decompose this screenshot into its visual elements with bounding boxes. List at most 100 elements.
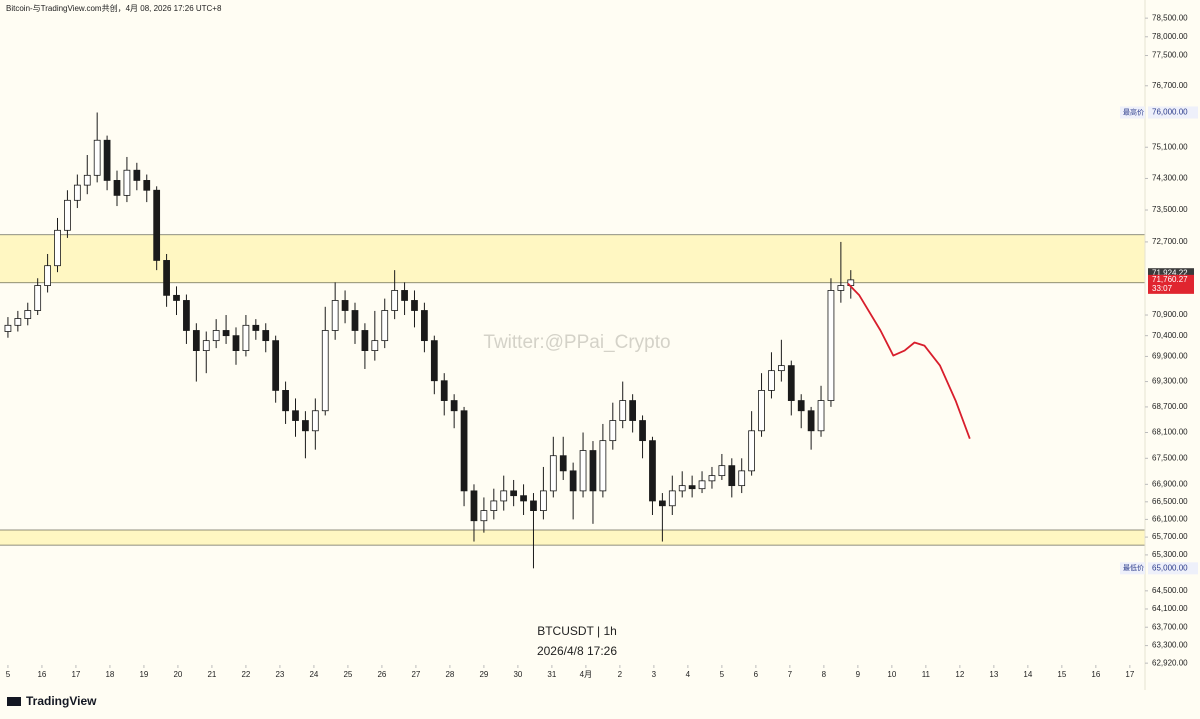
candle-body [500, 490, 508, 502]
candle-body [83, 174, 91, 186]
y-tick-label: 66,500.00 [1152, 497, 1188, 506]
candle-body [282, 390, 289, 412]
candle-body [738, 470, 746, 487]
marker-tag [1120, 562, 1145, 575]
candle-body [421, 310, 428, 342]
x-tick-label: 28 [445, 670, 454, 679]
marker-badge [1148, 562, 1198, 575]
x-tick-label: 5 [6, 670, 11, 679]
candle-body [183, 300, 190, 331]
x-tick-label: 4 [686, 670, 691, 679]
y-tick-label: 64,500.00 [1152, 586, 1188, 595]
x-tick-label: 30 [513, 670, 522, 679]
candle-body [331, 300, 339, 331]
timestamp: 2026/4/8 17:26 [537, 644, 617, 658]
candle-body [173, 294, 180, 301]
watermark: Twitter:@PPai_Crypto [483, 332, 670, 353]
marker-label: 最低价 [1123, 563, 1144, 572]
marker-value: 65,000.00 [1152, 563, 1188, 572]
symbol: BTCUSDT | 1h [537, 624, 617, 638]
candle-body [480, 510, 488, 522]
candle-body [718, 465, 726, 477]
y-tick-label: 73,500.00 [1152, 205, 1188, 214]
candle-body [748, 430, 755, 472]
x-tick-label: 15 [1057, 670, 1066, 679]
x-tick-label: 9 [856, 670, 861, 679]
candle-body [14, 318, 22, 326]
marker-tag [1120, 106, 1145, 119]
candle-body [153, 189, 161, 261]
marker-value: 76,000.00 [1152, 108, 1188, 117]
candle-body [619, 400, 627, 421]
candle-body [163, 260, 170, 296]
zone [0, 234, 1145, 283]
candle-body [827, 290, 835, 401]
x-tick-label: 6 [754, 670, 759, 679]
candle-body [272, 340, 280, 391]
candle-body [341, 300, 349, 311]
candle-body [708, 475, 716, 482]
candle-body [450, 400, 458, 412]
x-tick-label: 22 [241, 670, 250, 679]
marker-badge [1148, 106, 1198, 119]
y-tick-label: 64,100.00 [1152, 604, 1188, 613]
candle-body [837, 285, 845, 291]
x-tick-label: 17 [1125, 670, 1134, 679]
x-tick-label: 4月 [580, 670, 592, 679]
y-tick-label: 65,700.00 [1152, 532, 1188, 541]
candle-body [192, 330, 200, 351]
x-tick-label: 13 [989, 670, 998, 679]
candle-body [490, 500, 498, 511]
y-tick-label: 70,900.00 [1152, 310, 1188, 319]
candle-body [430, 340, 438, 382]
x-tick-label: 12 [955, 670, 964, 679]
x-tick-label: 3 [652, 670, 657, 679]
logo-icon [7, 697, 21, 706]
candle-body [242, 324, 250, 351]
candle-body [232, 335, 240, 351]
logo: TradingView [7, 694, 97, 708]
plot-area [0, 112, 1145, 569]
x-tick-label: 18 [105, 670, 114, 679]
candle-body [401, 290, 408, 301]
projection-line [847, 282, 971, 440]
candle-body [123, 169, 131, 196]
candle-body [64, 199, 71, 231]
x-tick-label: 25 [343, 670, 352, 679]
candle-body [73, 184, 81, 201]
candle-body [629, 400, 637, 421]
candle-body [391, 290, 399, 311]
candle-body [649, 440, 656, 502]
candle-body [688, 485, 696, 490]
candle-body [44, 265, 51, 286]
candle-body [460, 410, 468, 492]
y-tick-label: 69,300.00 [1152, 377, 1188, 386]
candle-body [797, 400, 805, 412]
x-tick-label: 21 [207, 670, 216, 679]
candle-body [520, 495, 527, 502]
logo-text: TradingView [26, 694, 97, 708]
x-tick-label: 23 [275, 670, 284, 679]
candle-body [698, 480, 706, 490]
price-countdown: 33:07 [1152, 284, 1173, 293]
candle-body [371, 340, 379, 351]
y-tick-label: 78,000.00 [1152, 32, 1188, 41]
candle-body [639, 420, 646, 442]
price-badge [1148, 274, 1194, 294]
x-tick-label: 8 [822, 670, 827, 679]
x-tick-label: 20 [173, 670, 182, 679]
candle-body [569, 470, 577, 492]
price-badge [1148, 268, 1194, 279]
x-tick-label: 17 [71, 670, 80, 679]
x-tick-label: 7 [788, 670, 793, 679]
candle-body [34, 285, 42, 311]
y-tick-label: 62,920.00 [1152, 658, 1188, 667]
chart-title: Bitcoin-与TradingView.com共创，4月 08, 2026 1… [6, 3, 222, 13]
x-tick-label: 29 [479, 670, 488, 679]
candle-body [202, 340, 210, 351]
y-tick-label: 75,100.00 [1152, 142, 1188, 151]
zone [0, 530, 1145, 546]
price-badge-label: 71,760.27 [1152, 275, 1188, 284]
x-tick-label: 5 [720, 670, 725, 679]
y-tick-label: 68,700.00 [1152, 402, 1188, 411]
